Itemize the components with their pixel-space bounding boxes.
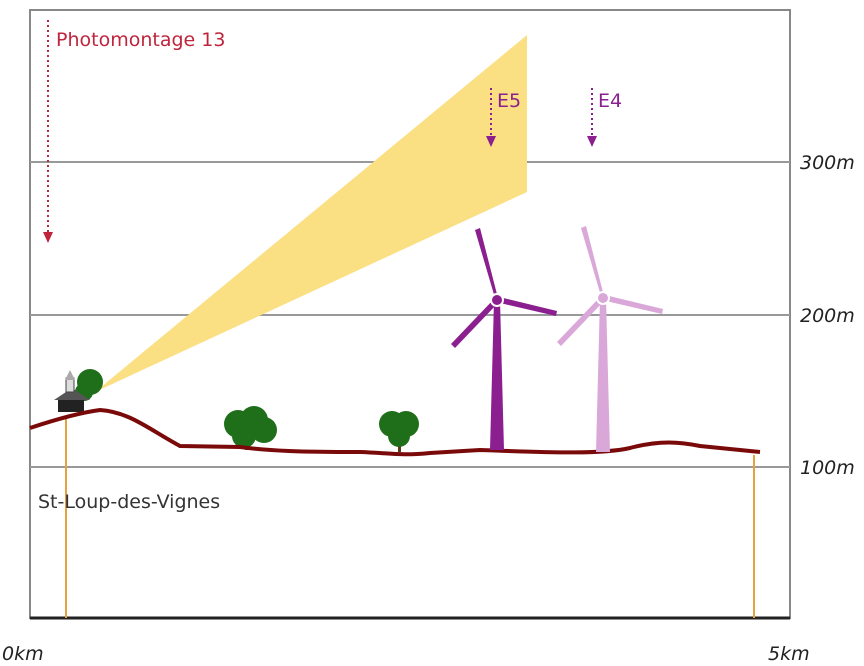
turbine <box>451 228 557 450</box>
x-tick-label: 0km <box>2 643 44 665</box>
trees <box>75 369 419 452</box>
y-tick-label: 300m <box>800 152 855 174</box>
y-tick-label: 100m <box>800 457 855 479</box>
turbine-label: E4 <box>598 90 622 112</box>
village-label: St-Loup-des-Vignes <box>38 491 220 513</box>
arrow-head <box>587 136 597 147</box>
turbine-label: E5 <box>497 90 521 112</box>
arrow-head <box>43 232 53 243</box>
x-tick-label: 5km <box>768 643 810 665</box>
photomontage-label: Photomontage 13 <box>56 29 225 51</box>
turbine <box>557 226 663 452</box>
y-tick-label: 200m <box>800 305 855 327</box>
diagram: Photomontage 13 E5 E4 St-Loup-des-Vignes… <box>0 0 864 666</box>
